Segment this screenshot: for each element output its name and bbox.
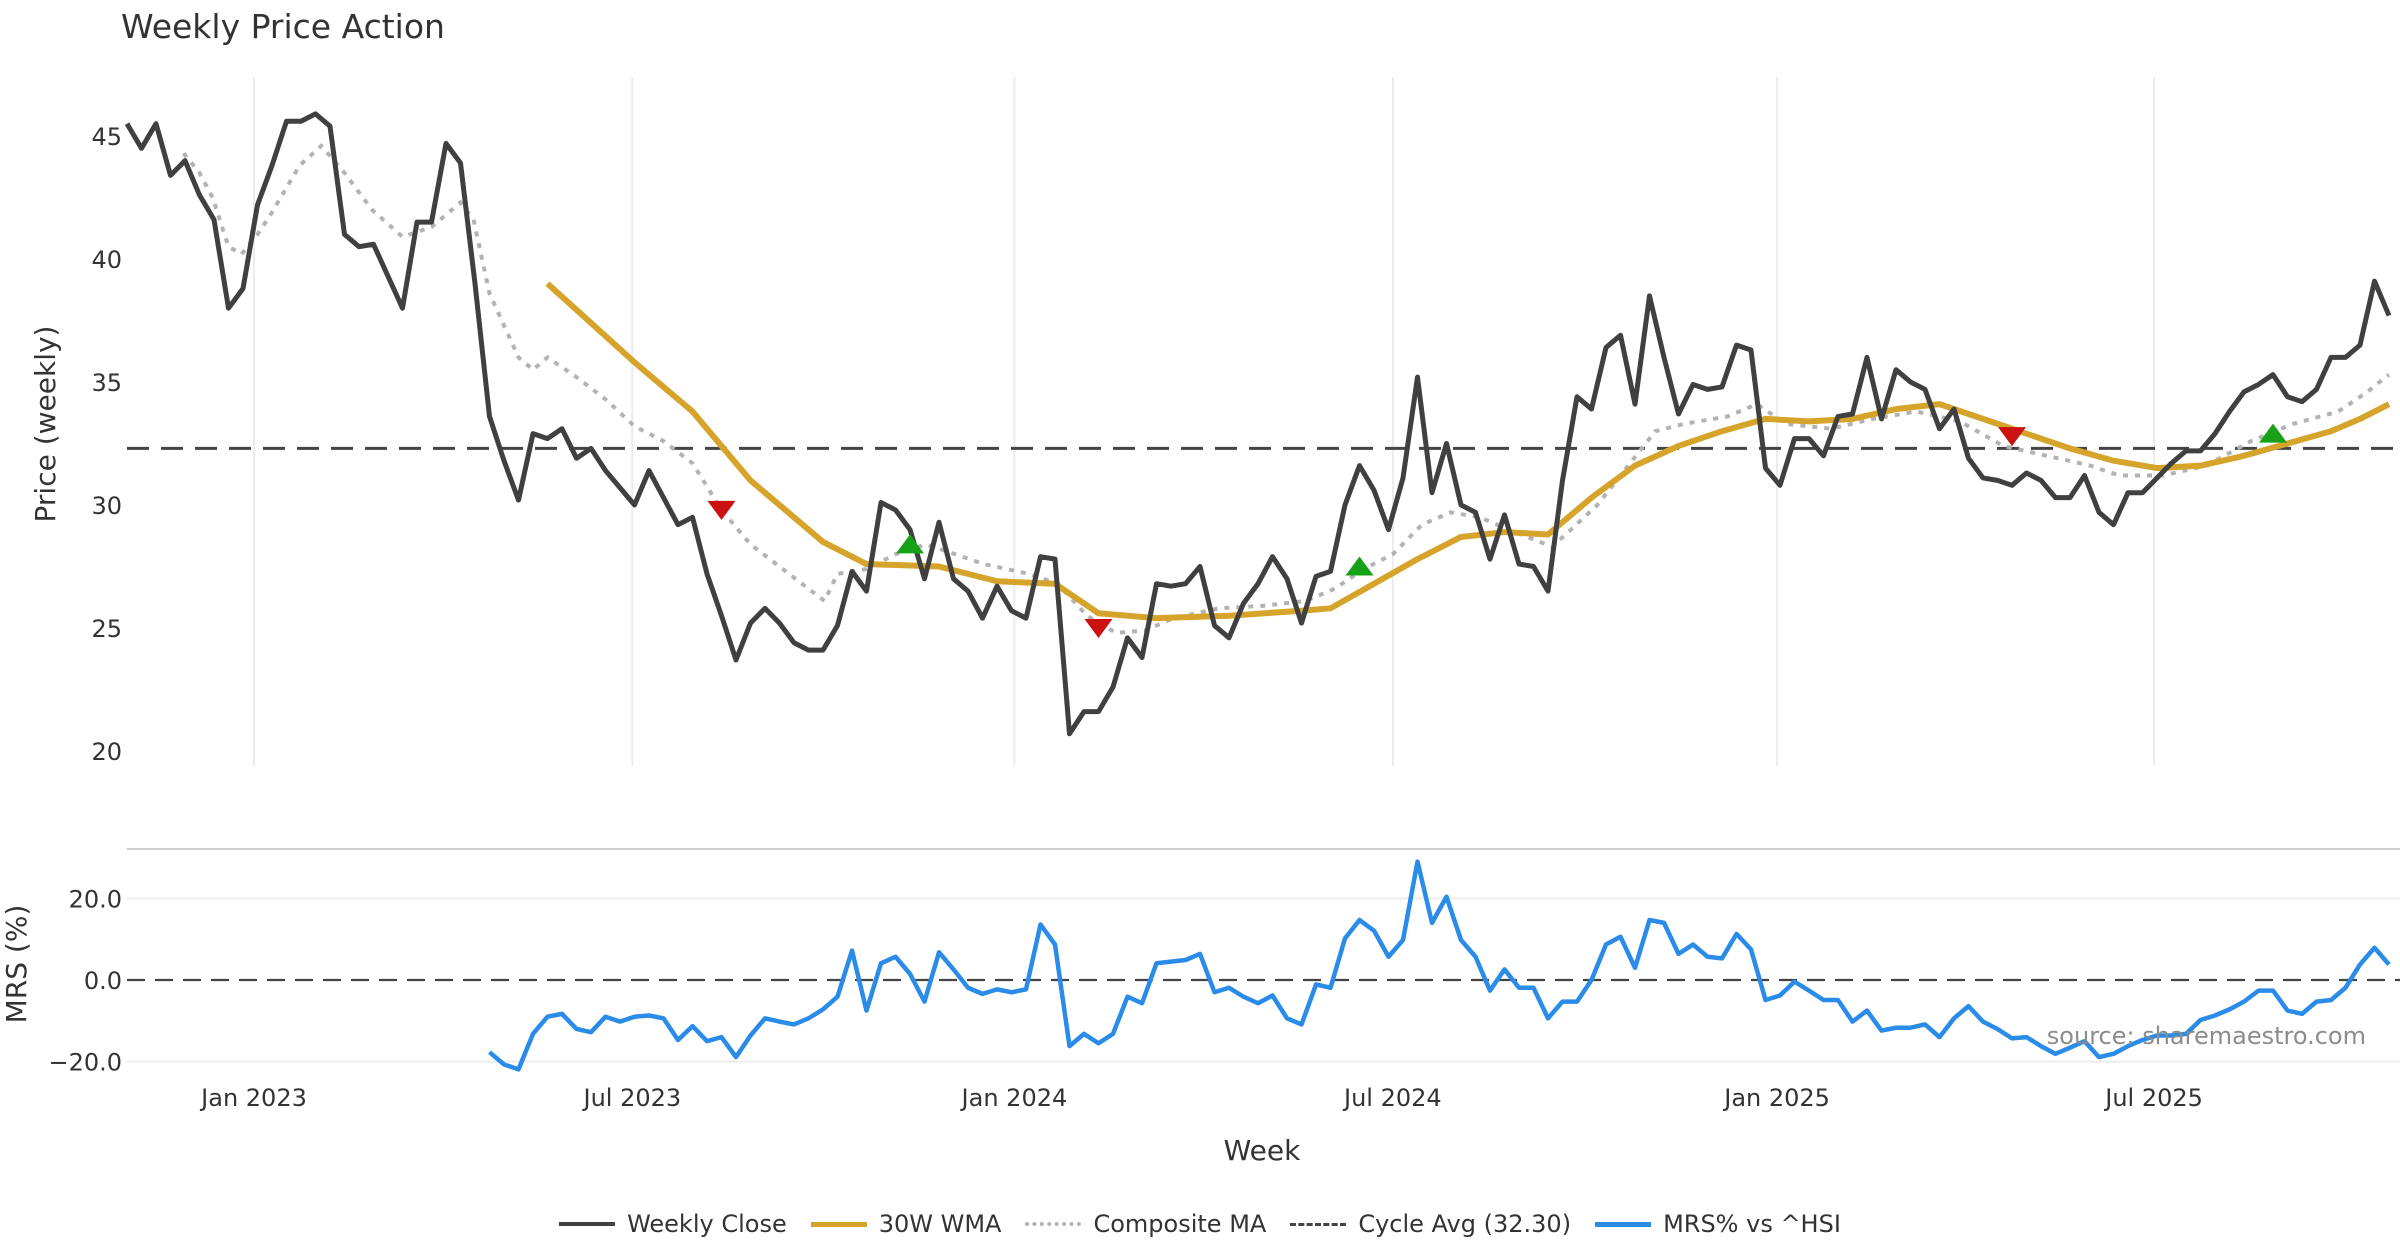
signal-markers [707, 423, 2287, 638]
weekly-close-line [124, 111, 2392, 737]
price-tick-label: 45 [91, 123, 122, 151]
price-tick-label: 20 [91, 738, 122, 766]
series-lines [124, 111, 2392, 1072]
price-tick-label: 40 [91, 246, 122, 274]
mrs-tick-label: −20.0 [48, 1049, 122, 1077]
x-tick-label: Jan 2024 [960, 1084, 1068, 1112]
source-watermark: source: sharemaestro.com [2047, 1022, 2366, 1050]
x-tick-label: Jul 2025 [2103, 1084, 2203, 1112]
x-tick-label: Jul 2023 [581, 1084, 681, 1112]
mrs-line [488, 859, 2391, 1072]
x-tick-label: Jan 2023 [199, 1084, 307, 1112]
chart-title: Weekly Price Action [121, 7, 445, 46]
buy-signal-marker [2259, 423, 2287, 443]
legend-swatch [1025, 1222, 1082, 1226]
legend-item-composite-ma: Composite MA [1025, 1210, 1266, 1238]
legend: Weekly Close 30W WMA Composite MA Cycle … [0, 1210, 2400, 1238]
price-tick-label: 25 [91, 615, 122, 643]
composite-ma-line [181, 142, 2391, 635]
legend-swatch [810, 1221, 867, 1227]
x-tick-labels: Jan 2023 Jul 2023 Jan 2024 Jul 2024 Jan 2025… [199, 1084, 2203, 1112]
legend-label: Composite MA [1093, 1210, 1267, 1238]
legend-item-wma: 30W WMA [810, 1210, 1002, 1238]
legend-item-weekly-close: Weekly Close [559, 1210, 787, 1238]
price-tick-label: 35 [91, 369, 122, 397]
x-tick-label: Jul 2024 [1342, 1084, 1442, 1112]
x-tick-label: Jan 2025 [1722, 1084, 1830, 1112]
legend-item-cycle-avg: Cycle Avg (32.30) [1290, 1210, 1571, 1238]
legend-item-mrs: MRS% vs ^HSI [1595, 1210, 1841, 1238]
legend-label: Cycle Avg (32.30) [1358, 1210, 1572, 1238]
price-tick-label: 30 [91, 492, 122, 520]
legend-swatch [1595, 1221, 1652, 1227]
x-axis-label: Week [1224, 1134, 1301, 1167]
mrs-axis-label: MRS (%) [0, 905, 33, 1024]
legend-swatch [1290, 1222, 1347, 1226]
price-axis-label: Price (weekly) [29, 326, 62, 523]
sell-signal-marker [1084, 619, 1113, 638]
mrs-tick-label: 20.0 [69, 885, 122, 913]
legend-label: MRS% vs ^HSI [1663, 1210, 1841, 1238]
legend-swatch [559, 1222, 616, 1226]
y-tick-labels: 20 25 30 35 40 45 20.0 0.0 −20.0 [48, 123, 122, 1077]
buy-signal-marker [1345, 556, 1374, 576]
buy-signal-marker [896, 534, 924, 554]
sell-signal-marker [1998, 427, 2026, 447]
legend-label: 30W WMA [878, 1210, 1002, 1238]
wma-line [545, 281, 2391, 622]
legend-label: Weekly Close [627, 1210, 787, 1238]
sell-signal-marker [707, 500, 736, 520]
mrs-tick-label: 0.0 [84, 967, 122, 995]
